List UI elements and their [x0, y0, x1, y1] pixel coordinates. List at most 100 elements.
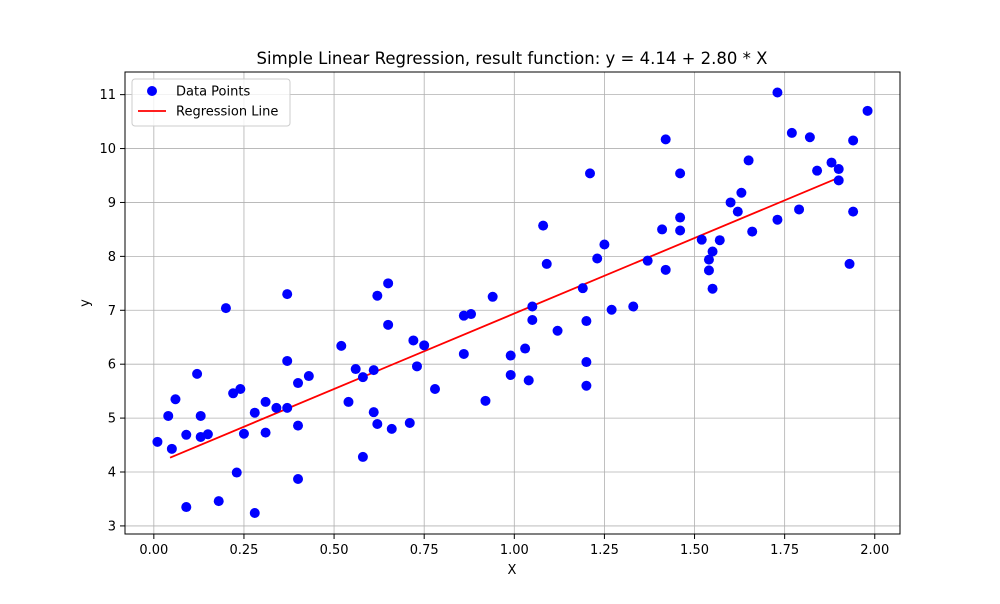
data-point — [152, 436, 163, 447]
data-point — [642, 255, 653, 266]
data-point — [523, 375, 534, 386]
data-point — [303, 371, 314, 382]
data-point — [282, 355, 293, 366]
data-point — [293, 420, 304, 431]
x-tick-label: 0.25 — [229, 543, 258, 558]
data-point — [577, 283, 588, 294]
data-point — [372, 419, 383, 430]
chart-title: Simple Linear Regression, result functio… — [257, 49, 768, 68]
y-tick-label: 9 — [108, 196, 116, 211]
data-point — [862, 105, 873, 116]
x-tick-label: 1.75 — [770, 543, 799, 558]
x-axis-label: X — [508, 563, 517, 578]
data-point — [170, 394, 181, 405]
data-point — [466, 309, 477, 320]
data-point — [192, 368, 203, 379]
data-point — [235, 383, 246, 394]
data-point — [357, 372, 368, 383]
data-point — [249, 507, 260, 518]
data-point — [383, 319, 394, 330]
data-point — [419, 340, 430, 351]
data-point — [505, 369, 516, 380]
data-point — [786, 127, 797, 138]
data-point — [228, 388, 239, 399]
y-axis-ticks: 3 4 5 6 7 8 9 10 11 — [99, 88, 125, 534]
data-point — [282, 289, 293, 300]
data-point — [794, 204, 805, 215]
x-tick-label: 2.00 — [860, 543, 889, 558]
data-point — [732, 206, 743, 217]
data-point — [505, 350, 516, 361]
data-point — [260, 396, 271, 407]
y-tick-label: 7 — [108, 304, 116, 319]
data-point — [592, 253, 603, 264]
y-axis-label: y — [78, 299, 93, 307]
data-point — [581, 357, 592, 368]
data-point — [166, 443, 177, 454]
y-tick-label: 8 — [108, 250, 116, 265]
data-point — [350, 364, 361, 375]
data-point — [404, 417, 415, 428]
data-point — [675, 225, 686, 236]
data-point — [368, 365, 379, 376]
y-tick-label: 6 — [108, 358, 116, 373]
data-point — [538, 220, 549, 231]
data-point — [660, 264, 671, 275]
data-point — [386, 423, 397, 434]
data-point — [703, 254, 714, 265]
data-point — [585, 168, 595, 179]
data-point — [804, 132, 815, 143]
data-point — [844, 258, 855, 269]
data-point — [552, 325, 563, 336]
data-point — [848, 206, 859, 217]
x-tick-label: 0.75 — [410, 543, 439, 558]
data-point — [231, 467, 242, 478]
data-point — [458, 348, 469, 359]
data-point — [238, 428, 249, 439]
data-point — [357, 451, 368, 462]
data-point — [606, 304, 617, 315]
grid-lines — [125, 72, 900, 534]
data-point — [527, 314, 538, 325]
legend-label-data-points: Data Points — [176, 85, 250, 100]
data-point — [660, 134, 671, 145]
data-point — [736, 187, 747, 198]
data-point — [368, 407, 379, 418]
data-point — [282, 402, 293, 413]
data-point — [383, 278, 394, 289]
regression-line — [169, 177, 838, 459]
data-point — [343, 396, 354, 407]
data-point — [707, 246, 718, 257]
data-point — [213, 496, 224, 507]
data-point — [628, 301, 639, 312]
data-point — [293, 474, 304, 485]
y-tick-label: 11 — [99, 88, 116, 103]
data-point — [725, 197, 736, 208]
data-point — [181, 429, 192, 440]
x-tick-label: 1.00 — [500, 543, 529, 558]
data-point — [833, 175, 844, 186]
data-point — [599, 239, 610, 250]
data-point — [848, 135, 859, 146]
legend-marker-data-points — [147, 86, 157, 96]
data-point — [430, 383, 440, 394]
regression-line-layer — [169, 177, 838, 459]
data-point — [480, 395, 491, 406]
data-point — [743, 155, 754, 166]
y-tick-label: 10 — [99, 142, 116, 157]
data-point — [527, 301, 538, 312]
y-tick-label: 5 — [108, 412, 116, 427]
data-point — [747, 226, 758, 237]
data-point — [833, 164, 844, 175]
data-point — [195, 410, 206, 421]
data-point — [181, 502, 192, 513]
data-point — [707, 283, 718, 294]
y-tick-label: 4 — [108, 466, 116, 481]
data-point — [675, 168, 686, 179]
data-point — [220, 303, 231, 314]
y-tick-label: 3 — [108, 519, 116, 534]
data-point — [812, 165, 823, 176]
x-axis-ticks: 0.00 0.25 0.50 0.75 1.00 1.25 1.50 1.75 2.00 — [139, 534, 889, 558]
